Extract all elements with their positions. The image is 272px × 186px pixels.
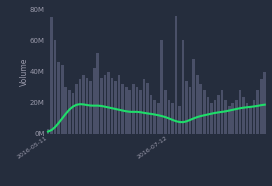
Bar: [86, 78, 88, 134]
Bar: [239, 90, 241, 134]
Bar: [68, 90, 71, 134]
Bar: [160, 41, 163, 134]
Bar: [231, 103, 234, 134]
Bar: [217, 95, 220, 134]
Bar: [146, 83, 149, 134]
Bar: [100, 78, 103, 134]
Bar: [121, 84, 124, 134]
Bar: [150, 95, 152, 134]
Bar: [171, 103, 174, 134]
Bar: [224, 100, 227, 134]
Bar: [196, 75, 199, 134]
Bar: [168, 100, 170, 134]
Bar: [75, 84, 78, 134]
Bar: [178, 106, 181, 134]
Bar: [72, 93, 74, 134]
Bar: [128, 90, 131, 134]
Bar: [143, 79, 145, 134]
Bar: [235, 100, 238, 134]
Bar: [64, 87, 67, 134]
Bar: [54, 41, 57, 134]
Bar: [228, 106, 231, 134]
Bar: [47, 129, 49, 134]
Bar: [118, 75, 120, 134]
Bar: [210, 103, 213, 134]
Bar: [164, 90, 167, 134]
Bar: [185, 81, 188, 134]
Bar: [242, 97, 245, 134]
Y-axis label: Volume: Volume: [20, 57, 29, 86]
Bar: [199, 84, 202, 134]
Bar: [79, 79, 81, 134]
Bar: [260, 79, 262, 134]
Bar: [89, 81, 92, 134]
Bar: [93, 68, 95, 134]
Bar: [111, 78, 113, 134]
Bar: [135, 87, 138, 134]
Bar: [246, 103, 248, 134]
Bar: [61, 65, 64, 134]
Bar: [221, 90, 224, 134]
Bar: [192, 59, 195, 134]
Bar: [189, 87, 191, 134]
Bar: [175, 16, 177, 134]
Bar: [50, 17, 53, 134]
Bar: [97, 53, 99, 134]
Bar: [153, 100, 156, 134]
Bar: [264, 72, 266, 134]
Bar: [203, 90, 206, 134]
Bar: [182, 41, 184, 134]
Bar: [214, 100, 216, 134]
Bar: [157, 103, 159, 134]
Bar: [249, 106, 252, 134]
Bar: [107, 72, 110, 134]
Bar: [82, 75, 85, 134]
Bar: [114, 81, 117, 134]
Bar: [253, 100, 255, 134]
Bar: [139, 90, 142, 134]
Bar: [132, 84, 135, 134]
Bar: [256, 90, 259, 134]
Bar: [57, 62, 60, 134]
Bar: [104, 75, 106, 134]
Bar: [125, 87, 128, 134]
Bar: [207, 97, 209, 134]
